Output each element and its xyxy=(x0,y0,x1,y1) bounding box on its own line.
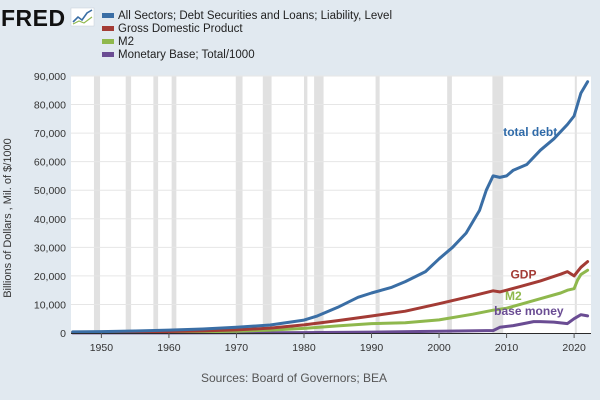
source-note: Sources: Board of Governors; BEA xyxy=(201,371,387,385)
legend-entry[interactable]: Monetary Base; Total/1000 xyxy=(118,49,255,61)
recession-band xyxy=(93,76,101,333)
series-annotation: GDP xyxy=(510,268,536,282)
y-tick-label: 0 xyxy=(60,328,66,340)
series-annotation: M2 xyxy=(505,289,522,303)
series-line xyxy=(71,80,590,334)
recession-band xyxy=(303,76,308,333)
legend-entry[interactable]: All Sectors; Debt Securities and Loans; … xyxy=(118,10,392,22)
x-tick-label: 1950 xyxy=(90,342,114,354)
fred-logo-text: FRED xyxy=(1,5,66,31)
series-lines xyxy=(71,80,590,335)
y-tick-label: 20,000 xyxy=(34,271,66,283)
chart-legend: All Sectors; Debt Securities and Loans; … xyxy=(102,10,392,61)
recession-band xyxy=(447,76,452,333)
series-annotation: base money xyxy=(494,304,564,318)
recession-band xyxy=(171,76,177,333)
recession-band xyxy=(314,76,324,333)
y-tick-label: 60,000 xyxy=(34,157,66,169)
recession-band xyxy=(574,76,577,333)
x-tick-label: 1990 xyxy=(360,342,384,354)
y-tick-label: 40,000 xyxy=(34,214,66,226)
fred-logo[interactable]: FRED xyxy=(1,5,95,31)
x-tick-label: 2020 xyxy=(562,342,586,354)
y-tick-label: 50,000 xyxy=(34,185,66,197)
x-tick-label: 2000 xyxy=(427,342,451,354)
recession-shading xyxy=(93,76,577,333)
y-tick-label: 90,000 xyxy=(34,71,66,83)
y-axis-title: Billions of Dollars , Mil. of $/1000 xyxy=(2,138,14,298)
recession-band xyxy=(235,76,243,333)
y-tick-label: 70,000 xyxy=(34,128,66,140)
y-axis: 0 10,000 20,000 30,000 40,000 50,000 60,000 70,… xyxy=(34,71,66,340)
trend-line-icon xyxy=(70,7,95,27)
x-tick-label: 1970 xyxy=(225,342,249,354)
recession-band xyxy=(262,76,272,333)
recession-band xyxy=(375,76,380,333)
x-tick-label: 1960 xyxy=(157,342,181,354)
y-tick-label: 30,000 xyxy=(34,242,66,254)
y-tick-label: 80,000 xyxy=(34,100,66,112)
series-annotation: total debt xyxy=(503,125,557,139)
x-axis: 1950 1960 1970 1980 1990 2000 2010 2020 xyxy=(71,333,591,354)
legend-swatch xyxy=(102,39,114,44)
x-tick-label: 2010 xyxy=(495,342,519,354)
legend-swatch xyxy=(102,26,114,31)
recession-band xyxy=(153,76,159,333)
legend-entry[interactable]: Gross Domestic Product xyxy=(118,23,243,35)
x-tick-label: 1980 xyxy=(292,342,316,354)
series-line xyxy=(71,260,590,334)
legend-entry[interactable]: M2 xyxy=(118,36,134,48)
legend-swatch xyxy=(102,13,114,18)
legend-swatch xyxy=(102,52,114,57)
recession-band xyxy=(492,76,504,333)
recession-band xyxy=(125,76,132,333)
series-line xyxy=(71,313,590,335)
gridlines xyxy=(71,75,591,305)
y-tick-label: 10,000 xyxy=(34,299,66,311)
